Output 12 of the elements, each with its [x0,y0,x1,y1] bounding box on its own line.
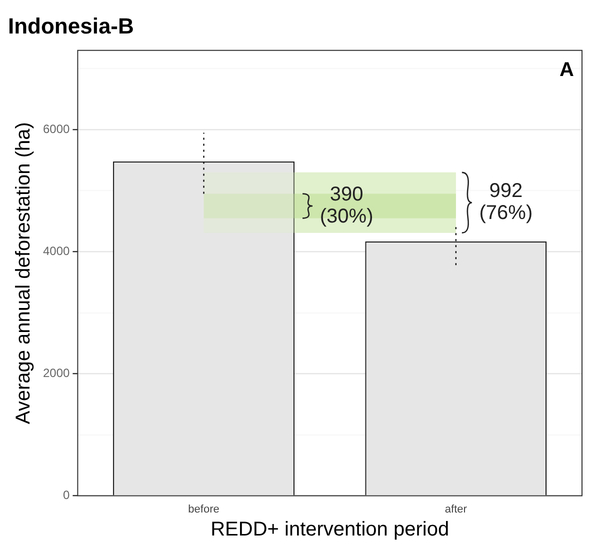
y-tick-label: 0 [63,488,70,502]
x-tick-label: after [444,503,468,516]
y-tick-label: 4000 [42,244,70,258]
y-tick-label: 6000 [42,122,70,136]
x-tick-label: before [188,503,220,516]
annotation: A [560,58,574,81]
y-tick-label: 2000 [42,366,70,380]
band-label: 390 (30%) [320,184,374,228]
y-axis-title: Average annual deforestation (ha) [12,122,35,424]
band-label: 992 (76%) [479,180,533,224]
x-axis-title: REDD+ intervention period [210,518,450,541]
chart-title: Indonesia-B [8,13,134,38]
